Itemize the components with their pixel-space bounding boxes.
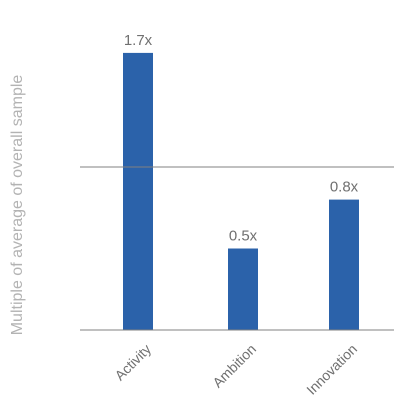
data-label-innovation: 0.8x (330, 179, 359, 196)
y-axis-label: Multiple of average of overall sample (9, 75, 26, 336)
bar-innovation (329, 199, 359, 330)
x-tick-label-ambition: Ambition (209, 341, 259, 391)
bars-layer (123, 52, 359, 331)
x-tick-label-activity: Activity (111, 341, 154, 384)
bar-ambition (228, 248, 258, 330)
x-tick-label-innovation: Innovation (303, 341, 360, 398)
bar-activity (123, 52, 153, 331)
data-label-ambition: 0.5x (229, 228, 258, 245)
lines-layer (80, 166, 394, 331)
data-label-activity: 1.7x (124, 32, 153, 49)
